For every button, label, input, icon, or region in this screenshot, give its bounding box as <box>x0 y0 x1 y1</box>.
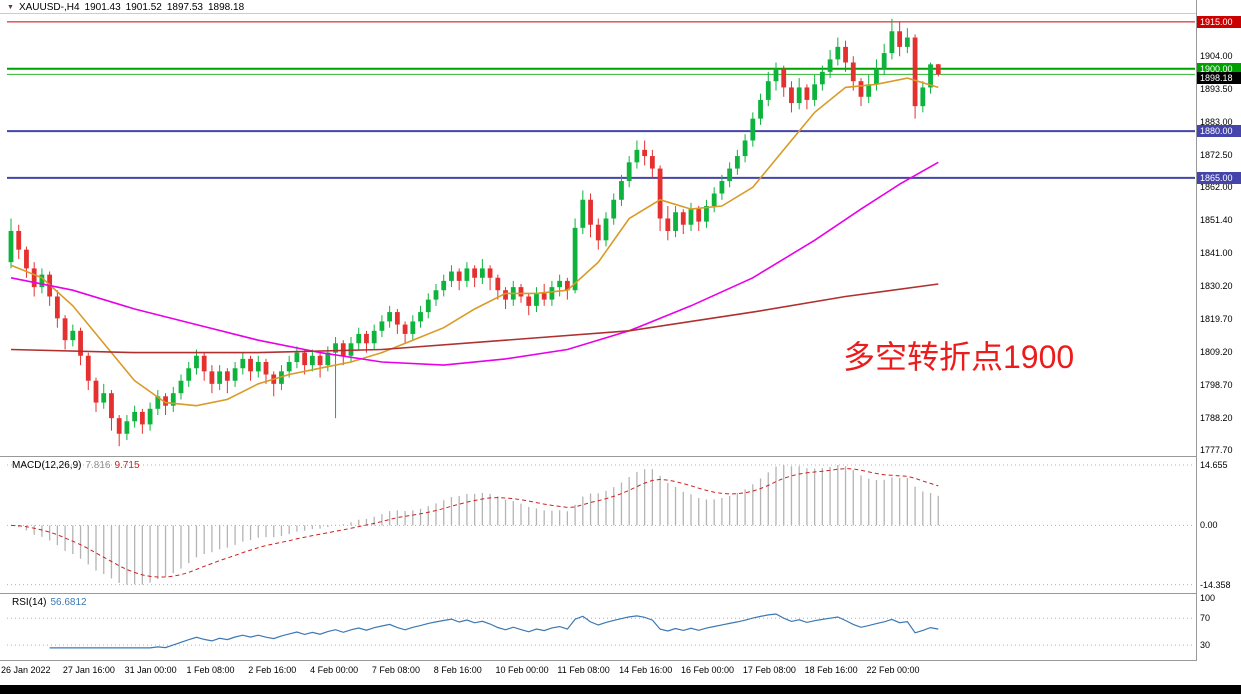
price-tick-label: 1777.70 <box>1200 445 1233 456</box>
ohlc-close: 1898.18 <box>207 2 245 13</box>
macd-name: MACD(12,26,9) <box>12 460 82 471</box>
chart-annotation-text: 多空转折点1900 <box>843 339 1075 375</box>
price-tick-label: 1851.40 <box>1200 215 1233 226</box>
price-tick-label: 1798.70 <box>1200 379 1233 390</box>
time-axis-label: 8 Feb 16:00 <box>433 665 482 675</box>
symbol-marker-icon: ▼ <box>7 4 14 11</box>
ohlc-low: 1897.53 <box>166 2 203 13</box>
main-price-chart[interactable] <box>7 0 1195 456</box>
time-axis-label: 1 Feb 08:00 <box>186 665 235 675</box>
horizontal-level-lines <box>7 21 1195 179</box>
time-axis-label: 14 Feb 16:00 <box>619 665 673 675</box>
price-tick-label: 1862.00 <box>1200 182 1233 193</box>
price-level-badge: 1898.18 <box>1197 72 1241 85</box>
macd-value-main: 7.816 <box>85 460 111 471</box>
rsi-line <box>49 613 939 649</box>
price-tick-label: 1883.00 <box>1200 116 1233 127</box>
time-axis-label: 7 Feb 08:00 <box>371 665 420 675</box>
price-tick-label: 1819.70 <box>1200 314 1233 325</box>
rsi-label: RSI(14) 56.6812 <box>12 597 87 608</box>
macd-value-signal: 9.715 <box>114 460 140 471</box>
price-tick-label: 1904.00 <box>1200 51 1233 62</box>
ma-fast-orange <box>10 77 939 407</box>
ma-mid-magenta <box>10 161 939 366</box>
time-axis-label: 4 Feb 00:00 <box>310 665 359 675</box>
price-level-badge: 1865.00 <box>1197 171 1241 184</box>
rsi-indicator-panel[interactable] <box>7 594 1195 660</box>
macd-panel-separator[interactable] <box>0 456 1241 457</box>
rsi-tick-label: 100 <box>1200 593 1216 604</box>
price-tick-label: 1788.20 <box>1200 412 1233 423</box>
symbol-timeframe-label: XAUUSD-,H4 <box>18 2 80 13</box>
time-axis-label: 26 Jan 2022 <box>1 665 51 675</box>
price-level-badge: 1900.00 <box>1197 62 1241 75</box>
rsi-tick-label: 30 <box>1200 640 1211 651</box>
time-axis-label: 22 Feb 00:00 <box>866 665 920 675</box>
time-axis-label: 27 Jan 16:00 <box>62 665 115 675</box>
candlestick-series <box>8 18 941 447</box>
macd-histogram <box>18 465 939 585</box>
price-scale[interactable]: 1904.00 1893.50 1883.00 1872.50 1862.00 1851.… <box>1196 0 1241 661</box>
ohlc-open: 1901.43 <box>84 2 121 13</box>
price-level-badge: 1880.00 <box>1197 125 1241 138</box>
macd-tick-label: -14.358 <box>1200 579 1231 590</box>
price-tick-label: 1872.50 <box>1200 149 1233 160</box>
macd-indicator-panel[interactable] <box>7 457 1195 593</box>
time-axis-label: 10 Feb 00:00 <box>495 665 549 675</box>
time-axis-label: 2 Feb 16:00 <box>248 665 297 675</box>
macd-tick-label: 14.655 <box>1200 460 1228 471</box>
macd-label: MACD(12,26,9) 7.816 9.715 <box>12 460 140 471</box>
time-axis-label: 16 Feb 00:00 <box>681 665 735 675</box>
macd-signal-line <box>10 468 939 578</box>
macd-tick-label: 0.00 <box>1200 520 1218 531</box>
ma-slow-darkred <box>10 283 939 354</box>
time-axis-label: 18 Feb 16:00 <box>804 665 858 675</box>
chart-top-border <box>0 13 1241 14</box>
time-axis-label: 17 Feb 08:00 <box>742 665 796 675</box>
time-axis[interactable]: 26 Jan 2022 27 Jan 16:00 31 Jan 00:00 1 Feb… <box>0 661 1241 685</box>
time-axis-label: 31 Jan 00:00 <box>124 665 177 675</box>
time-axis-label: 11 Feb 08:00 <box>557 665 610 675</box>
taskbar <box>0 685 1241 694</box>
price-level-badge: 1915.00 <box>1197 15 1241 28</box>
rsi-panel-separator[interactable] <box>0 593 1241 594</box>
price-tick-label: 1830.20 <box>1200 281 1233 292</box>
price-tick-label: 1893.50 <box>1200 84 1233 94</box>
time-axis-separator <box>0 660 1241 661</box>
rsi-tick-label: 70 <box>1200 613 1211 624</box>
rsi-name: RSI(14) <box>12 597 47 608</box>
chart-info-line: ▼ XAUUSD-,H4 1901.43 1901.52 1897.53 1898.18 <box>7 2 249 13</box>
rsi-value: 56.6812 <box>50 597 87 608</box>
price-tick-label: 1809.20 <box>1200 347 1233 358</box>
ohlc-high: 1901.52 <box>125 2 162 13</box>
price-tick-label: 1841.00 <box>1200 247 1233 258</box>
